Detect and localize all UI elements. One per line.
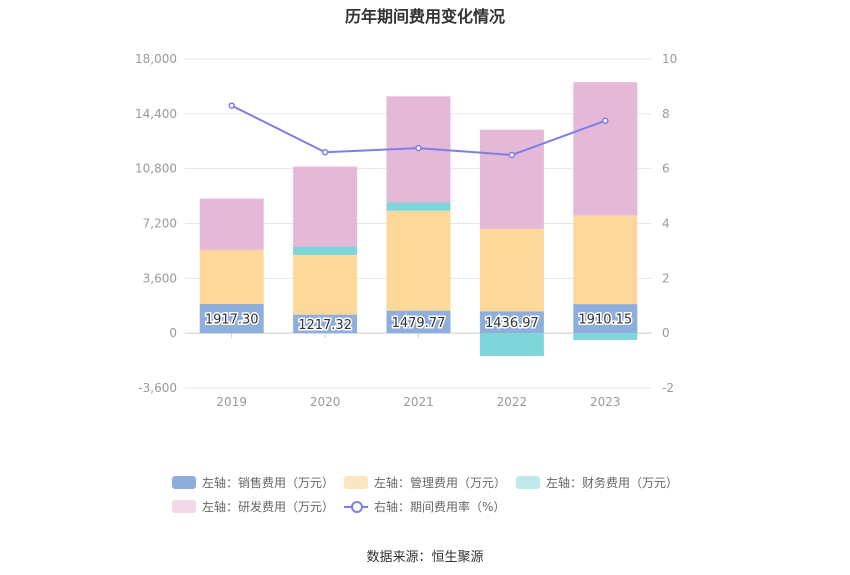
bar-admin-2020 xyxy=(293,254,358,315)
left-tick-label: -3,600 xyxy=(138,381,177,395)
legend-item-rate[interactable]: 右轴：期间费用率（%） xyxy=(344,498,505,515)
rate-point-2022 xyxy=(508,151,516,159)
bar-sales-2019 xyxy=(199,303,264,334)
chart-title: 历年期间费用变化情况 xyxy=(344,7,505,26)
bar-sales-2020 xyxy=(293,314,358,334)
data-label-sales-2021: 1479.77 xyxy=(392,316,446,331)
legend-item-sales[interactable]: 左轴：销售费用（万元） xyxy=(172,474,334,491)
data-label-sales-2022: 1436.97 xyxy=(485,316,539,331)
bar-admin-2019 xyxy=(199,249,264,304)
right-tick-label: 6 xyxy=(662,162,670,176)
legend-label-sales: 左轴：销售费用（万元） xyxy=(202,476,335,490)
legend-label-finance: 左轴：财务费用（万元） xyxy=(546,476,679,490)
left-tick-label: 14,400 xyxy=(135,107,177,121)
bar-admin-2021 xyxy=(386,210,451,311)
bar-admin-2022 xyxy=(479,228,544,312)
legend-item-rnd[interactable]: 左轴：研发费用（万元） xyxy=(172,498,334,515)
bar-finance-2023 xyxy=(573,333,638,341)
bar-sales-2021 xyxy=(386,310,451,334)
bar-sales-2023 xyxy=(573,304,638,334)
bar-rnd-2022 xyxy=(479,129,544,229)
bar-rnd-2023 xyxy=(573,82,638,216)
legend-swatch-rnd xyxy=(172,500,196,513)
bar-rnd-2020 xyxy=(293,166,358,247)
legend-label-rate: 右轴：期间费用率（%） xyxy=(374,500,506,514)
rate-point-2020 xyxy=(321,148,329,156)
x-tick-label: 2023 xyxy=(590,395,621,409)
data-label-sales-2019: 1917.30 xyxy=(205,313,259,328)
rate-point-2019 xyxy=(228,102,235,109)
right-tick-label: 0 xyxy=(662,326,670,340)
left-tick-label: 3,600 xyxy=(143,271,177,285)
data-source: 数据来源：恒生聚源 xyxy=(366,550,484,565)
data-label-sales-2020: 1217.32 xyxy=(298,318,352,333)
bar-finance-2022 xyxy=(479,333,544,357)
legend-label-rnd: 左轴：研发费用（万元） xyxy=(202,500,335,514)
legend-line-marker-icon xyxy=(344,500,368,513)
rate-point-2023 xyxy=(602,117,609,124)
x-tick-label: 2019 xyxy=(216,395,247,409)
legend-item-admin[interactable]: 左轴：管理费用（万元） xyxy=(344,474,506,491)
bar-finance-2021 xyxy=(386,202,451,211)
right-tick-label: 2 xyxy=(662,271,670,285)
legend-label-admin: 左轴：管理费用（万元） xyxy=(374,476,507,490)
bar-admin-2023 xyxy=(573,215,638,305)
x-tick-label: 2020 xyxy=(310,395,341,409)
bar-finance-2020 xyxy=(293,246,358,255)
left-tick-label: 18,000 xyxy=(135,52,177,66)
left-tick-label: 10,800 xyxy=(135,162,177,176)
left-tick-label: 7,200 xyxy=(143,217,177,231)
right-tick-label: 10 xyxy=(662,52,677,66)
right-tick-label: -2 xyxy=(662,381,674,395)
legend-item-finance[interactable]: 左轴：财务费用（万元） xyxy=(516,474,678,491)
legend-swatch-sales xyxy=(172,476,196,489)
rate-point-2021 xyxy=(415,144,422,152)
left-tick-label: 0 xyxy=(169,326,177,340)
legend-swatch-finance xyxy=(516,476,540,489)
right-tick-label: 4 xyxy=(662,217,670,231)
right-tick-label: 8 xyxy=(662,107,670,121)
bar-sales-2022 xyxy=(479,311,544,334)
data-label-sales-2023: 1910.15 xyxy=(578,313,632,328)
bar-rnd-2019 xyxy=(199,198,264,250)
legend-swatch-admin xyxy=(344,476,368,489)
x-tick-label: 2021 xyxy=(403,395,434,409)
x-tick-label: 2022 xyxy=(497,395,528,409)
